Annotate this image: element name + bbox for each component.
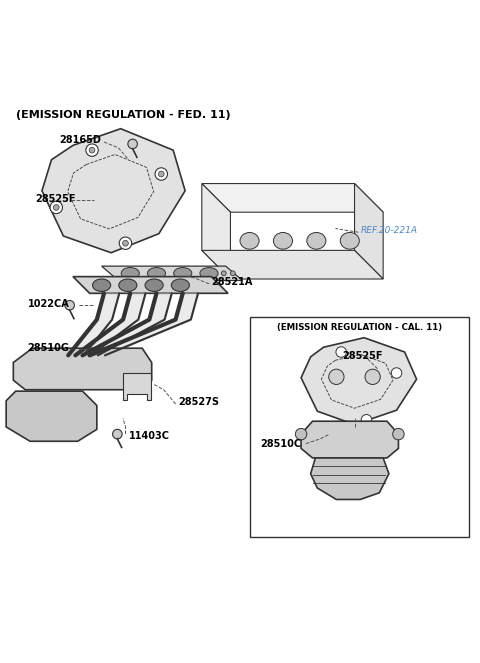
Ellipse shape [240,233,259,249]
Text: 28165D: 28165D [60,135,102,145]
Ellipse shape [221,271,226,276]
Circle shape [86,144,98,156]
Circle shape [50,201,62,213]
Circle shape [295,428,307,440]
Bar [250,317,469,537]
Circle shape [155,168,168,180]
Circle shape [336,347,347,357]
Circle shape [89,147,95,153]
Circle shape [158,171,164,177]
Polygon shape [202,251,383,279]
Polygon shape [355,184,383,279]
Circle shape [119,237,132,249]
Polygon shape [42,129,185,253]
Circle shape [365,369,380,385]
Ellipse shape [145,279,163,292]
Ellipse shape [307,233,326,249]
Polygon shape [6,391,97,442]
Ellipse shape [119,279,137,292]
Text: REF.20-221A: REF.20-221A [360,226,417,235]
Ellipse shape [200,268,218,279]
Text: 28521A: 28521A [211,277,253,287]
Circle shape [391,368,402,379]
Polygon shape [123,373,151,400]
Polygon shape [102,266,242,280]
Text: 28527S: 28527S [178,397,219,407]
Text: (EMISSION REGULATION - CAL. 11): (EMISSION REGULATION - CAL. 11) [277,323,442,332]
Polygon shape [73,276,228,293]
Polygon shape [13,348,152,390]
Circle shape [53,205,59,210]
Polygon shape [301,337,417,424]
Circle shape [393,428,404,440]
Text: 28525F: 28525F [343,351,383,361]
Ellipse shape [230,271,235,276]
Polygon shape [202,184,230,279]
Polygon shape [202,184,383,212]
Polygon shape [311,458,389,499]
Circle shape [65,300,74,310]
Ellipse shape [121,268,139,279]
Circle shape [113,430,122,439]
Circle shape [122,241,128,246]
Circle shape [329,369,344,385]
Ellipse shape [171,279,190,292]
Text: 28510C: 28510C [260,439,301,449]
Circle shape [361,414,372,425]
Ellipse shape [340,233,360,249]
Text: (EMISSION REGULATION - FED. 11): (EMISSION REGULATION - FED. 11) [16,109,230,119]
Ellipse shape [174,268,192,279]
Circle shape [128,139,137,149]
Ellipse shape [147,268,166,279]
Polygon shape [301,421,398,458]
Ellipse shape [93,279,111,292]
Ellipse shape [274,233,292,249]
Text: 28510G: 28510G [28,343,70,353]
Text: 28525F: 28525F [35,194,75,204]
Text: 11403C: 11403C [129,432,170,442]
Text: 1022CA: 1022CA [28,299,70,309]
